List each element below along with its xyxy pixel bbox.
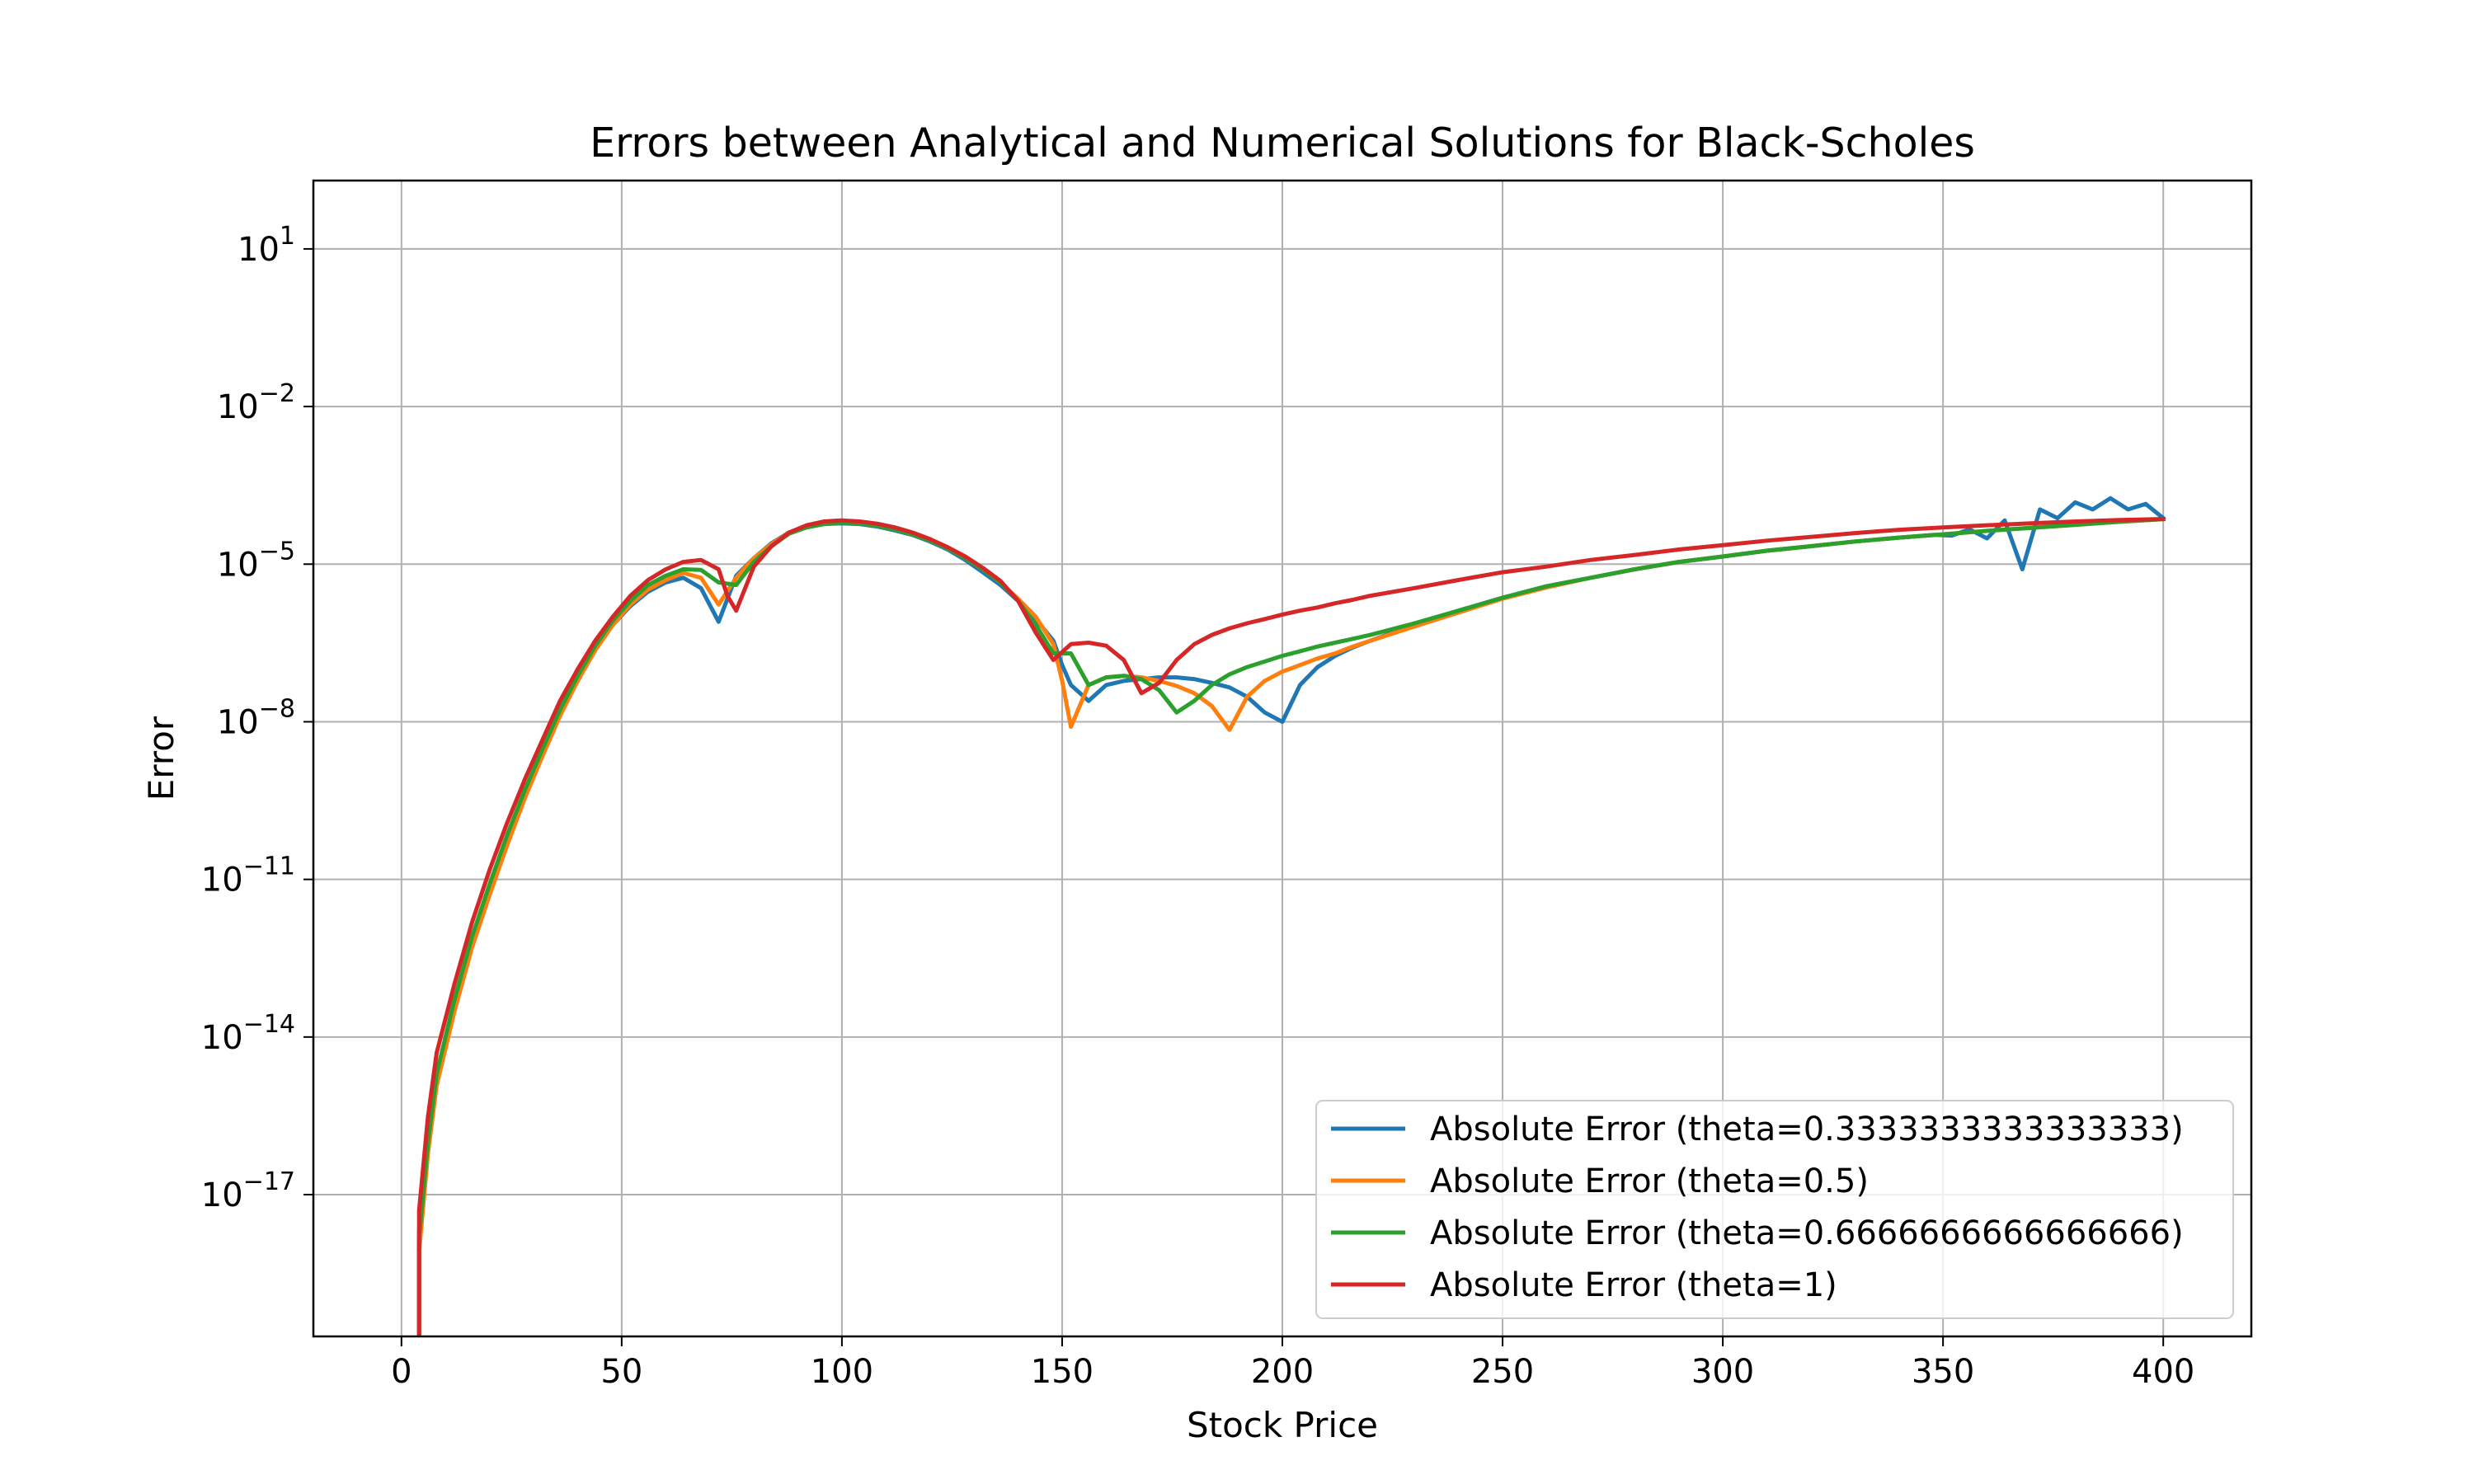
legend-label-1: Absolute Error (theta=0.3333333333333333…: [1430, 1111, 2184, 1148]
series-line-3: [416, 516, 2166, 1336]
series-line-4: [416, 517, 2166, 1336]
x-tick-label: 150: [1031, 1353, 1094, 1391]
plot-lines: [416, 495, 2166, 1336]
legend-label-3: Absolute Error (theta=0.6666666666666666…: [1430, 1214, 2184, 1252]
y-tick-label: 10−5: [217, 537, 295, 584]
y-tick-base: 10: [217, 703, 259, 741]
y-tick-label: 10−14: [201, 1010, 295, 1057]
legend-box: [1315, 1100, 2234, 1319]
legend-label-4: Absolute Error (theta=1): [1430, 1266, 1837, 1304]
y-tick-exponent: −17: [243, 1167, 295, 1196]
legend-label-2: Absolute Error (theta=0.5): [1430, 1162, 1869, 1200]
legend: Absolute Error (theta=0.3333333333333333…: [1315, 1100, 2234, 1319]
x-axis-ticks: 0 50 100 150 200 250 300 350 400: [391, 1336, 2194, 1391]
x-axis-label: Stock Price: [1187, 1405, 1378, 1445]
grid: [313, 181, 2251, 1336]
x-tick-label: 400: [2132, 1353, 2194, 1391]
y-tick-exponent: −11: [243, 852, 295, 881]
y-axis-label: Error: [141, 716, 181, 801]
chart-title: Errors between Analytical and Numerical …: [590, 120, 1975, 167]
y-tick-label: 10−11: [201, 852, 295, 899]
x-tick-label: 300: [1691, 1353, 1754, 1391]
y-tick-exponent: 1: [280, 222, 295, 251]
x-tick-label: 50: [600, 1353, 642, 1391]
y-tick-exponent: −5: [259, 537, 295, 566]
y-tick-label: 101: [238, 222, 295, 269]
y-tick-base: 10: [201, 1019, 243, 1057]
y-tick-label: 10−8: [217, 694, 295, 741]
y-tick-exponent: −8: [259, 694, 295, 723]
y-tick-base: 10: [217, 546, 259, 584]
y-tick-base: 10: [238, 231, 280, 269]
x-tick-label: 350: [1912, 1353, 1974, 1391]
y-tick-base: 10: [201, 1176, 243, 1214]
x-tick-label: 0: [391, 1353, 412, 1391]
y-tick-base: 10: [217, 388, 259, 426]
y-tick-base: 10: [201, 862, 243, 899]
x-tick-label: 250: [1471, 1353, 1534, 1391]
y-tick-label: 10−2: [217, 379, 295, 426]
y-tick-exponent: −14: [243, 1010, 295, 1039]
x-tick-label: 200: [1251, 1353, 1314, 1391]
x-tick-label: 100: [811, 1353, 873, 1391]
y-tick-exponent: −2: [259, 379, 295, 408]
y-tick-label: 10−17: [201, 1167, 295, 1214]
